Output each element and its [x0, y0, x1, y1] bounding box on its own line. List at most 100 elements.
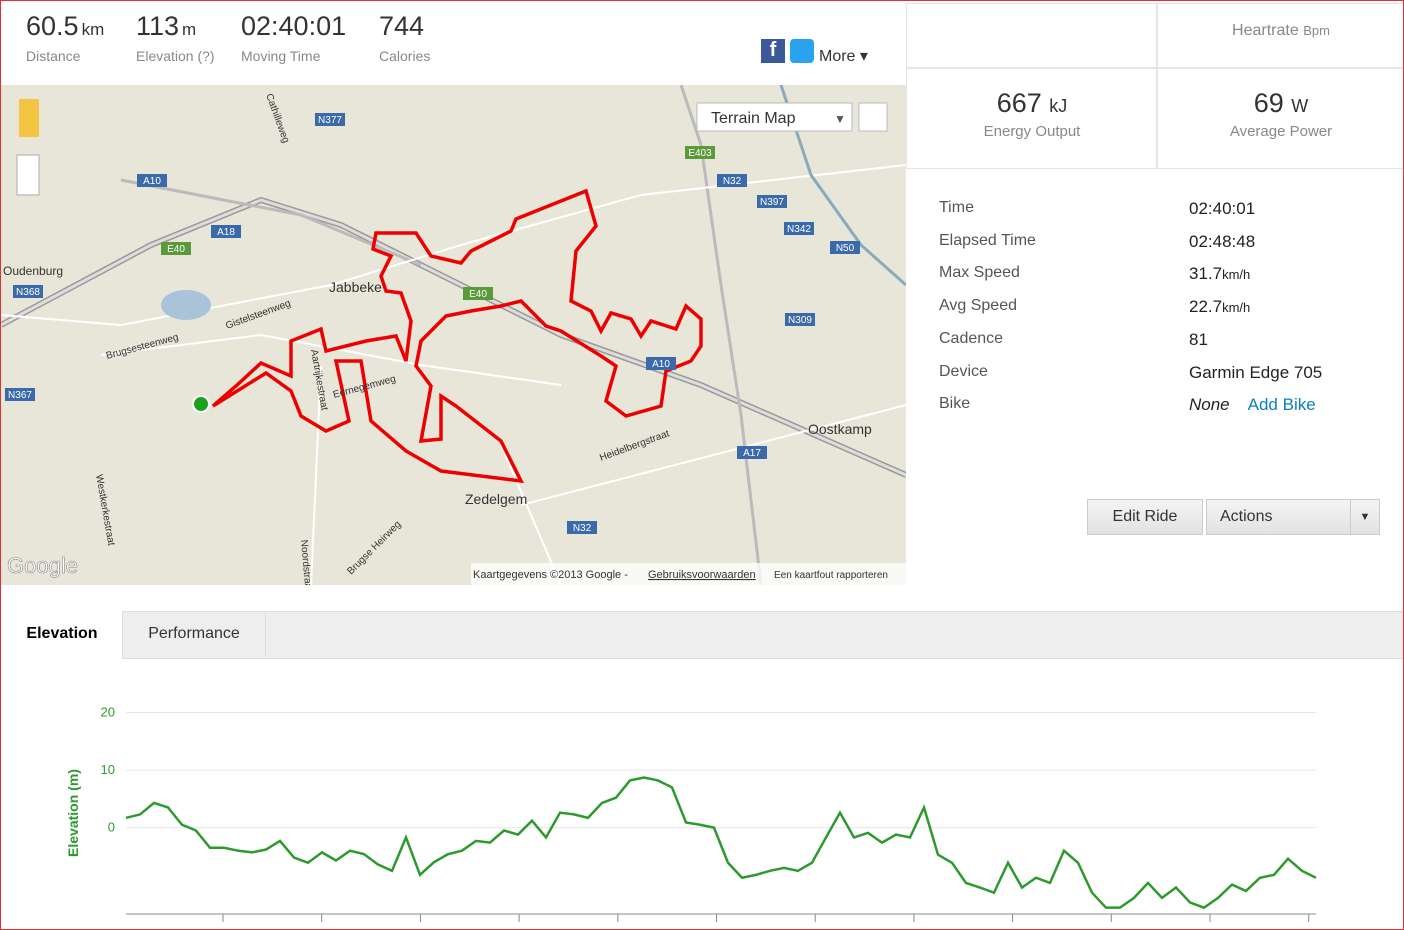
energy-box: 667 kJ Energy Output: [906, 67, 1158, 169]
map-label: N342: [787, 224, 811, 235]
map-type-text: Terrain Map: [711, 110, 796, 127]
detail-value: Garmin Edge 705: [1189, 363, 1322, 383]
road-shield: [785, 313, 815, 326]
map-label: Noordstraat: [298, 539, 314, 585]
road-shield: [315, 113, 345, 126]
detail-label: Cadence: [939, 329, 1004, 347]
y-axis-label: Elevation (m): [65, 769, 81, 857]
actions-button[interactable]: Actions ▼: [1206, 499, 1380, 535]
energy-unit: kJ: [1049, 96, 1068, 116]
heartrate-unit: Bpm: [1303, 23, 1330, 38]
road-shield: [13, 285, 43, 298]
detail-label: Bike: [939, 395, 971, 413]
stat-value-row: 744: [379, 11, 430, 42]
roads: [1, 85, 906, 585]
stat-unit: m: [182, 20, 197, 39]
map-label: N50: [836, 243, 855, 254]
road-shield: [784, 222, 814, 235]
tab-performance[interactable]: Performance: [123, 611, 266, 657]
map-label: A10: [652, 359, 670, 370]
map-label: E40: [167, 244, 185, 255]
start-marker: [192, 395, 210, 413]
power-unit: W: [1291, 96, 1309, 116]
detail-text: 31.7: [1189, 264, 1223, 284]
map-label: Oostkamp: [808, 421, 872, 437]
road-shield: [5, 388, 35, 401]
detail-value: 31.7km/h: [1189, 264, 1250, 284]
map-label: A10: [143, 176, 161, 187]
stat-label: Calories: [379, 48, 431, 64]
dropdown-arrow: ▼: [834, 112, 846, 126]
route: [211, 188, 703, 484]
stat-value: 744: [379, 11, 425, 41]
stat-value-row: 113 m: [136, 11, 215, 42]
energy-value: 667: [996, 88, 1042, 118]
detail-unit: km/h: [1222, 300, 1251, 316]
map-label: N368: [16, 287, 40, 298]
lake: [161, 290, 211, 320]
detail-text: 02:48:48: [1189, 231, 1256, 251]
power-label: Average Power: [1229, 123, 1333, 140]
detail-label: Elapsed Time: [939, 231, 1036, 249]
map[interactable]: Terrain Map ▼ Oudenburg N368 N367 A10 E40 A18…: [1, 85, 906, 585]
y-tick-label: 10: [101, 762, 115, 777]
stat-value: 02:40:01: [241, 11, 347, 41]
road-shield: [685, 146, 715, 159]
stat-value: 60.5: [26, 11, 79, 41]
add-bike-link[interactable]: Add Bike: [1247, 395, 1316, 415]
tab-elevation[interactable]: Elevation: [2, 611, 123, 659]
map-label: A17: [743, 448, 761, 459]
stat-label: Moving Time: [241, 48, 321, 64]
zoom-control[interactable]: [16, 154, 40, 196]
attribution-bg: [471, 563, 906, 585]
more-share[interactable]: More ▾: [819, 48, 868, 65]
stat: 113 m Elevation (?): [136, 11, 215, 64]
detail-value: 22.7km/h: [1189, 297, 1250, 317]
map-label: Jabbeke: [329, 279, 382, 295]
road-shield: [757, 195, 787, 208]
road-shield: [646, 357, 676, 370]
actions-text: Actions: [1220, 508, 1273, 525]
fullscreen-button[interactable]: [858, 102, 888, 132]
tab-bar: [2, 611, 1403, 659]
heartrate-label: Heartrate: [1232, 22, 1299, 39]
map-label: E403: [688, 148, 712, 159]
road-shield: [463, 287, 493, 300]
stat-label: Distance: [26, 48, 81, 64]
y-tick-label: 0: [108, 820, 115, 835]
map-type-selector[interactable]: [696, 102, 853, 132]
y-tick-label: 20: [101, 705, 115, 720]
terms-link[interactable]: Gebruiksvoorwaarden: [648, 569, 756, 581]
road-shield: [567, 521, 597, 534]
map-label: Oudenburg: [3, 264, 63, 278]
report-link[interactable]: Een kaartfout rapporteren: [774, 570, 888, 581]
stat: 60.5 km Distance: [26, 11, 104, 64]
road-shield: [211, 225, 241, 238]
stat: 744 Calories: [379, 11, 430, 64]
detail-value: 02:40:01: [1189, 199, 1255, 219]
google-logo: Google: [7, 553, 78, 578]
detail-text: 22.7: [1189, 297, 1223, 317]
stat-label: Elevation (?): [136, 48, 215, 64]
road-shield: [137, 174, 167, 187]
detail-label: Max Speed: [939, 264, 1020, 282]
twitter-icon[interactable]: [790, 39, 814, 63]
map-label: E40: [469, 289, 487, 300]
detail-unit: km/h: [1222, 267, 1251, 283]
map-label: N32: [723, 176, 742, 187]
detail-value: 81: [1189, 330, 1208, 350]
detail-label: Device: [939, 362, 988, 380]
heartrate-box: Heartrate Bpm: [1156, 3, 1403, 69]
stat-unit: km: [81, 20, 105, 39]
facebook-icon[interactable]: f: [761, 39, 785, 63]
map-label: N32: [573, 523, 592, 534]
energy-label: Energy Output: [983, 123, 1081, 140]
map-label: Zedelgem: [465, 491, 527, 507]
stat-value-row: 02:40:01: [241, 11, 346, 42]
map-label: A18: [217, 227, 235, 238]
edit-ride-button[interactable]: Edit Ride: [1087, 499, 1203, 535]
pegman[interactable]: [19, 99, 39, 137]
stat: 02:40:01 Moving Time: [241, 11, 346, 64]
map-label: N367: [8, 390, 32, 401]
detail-value: None Add Bike: [1189, 395, 1316, 415]
